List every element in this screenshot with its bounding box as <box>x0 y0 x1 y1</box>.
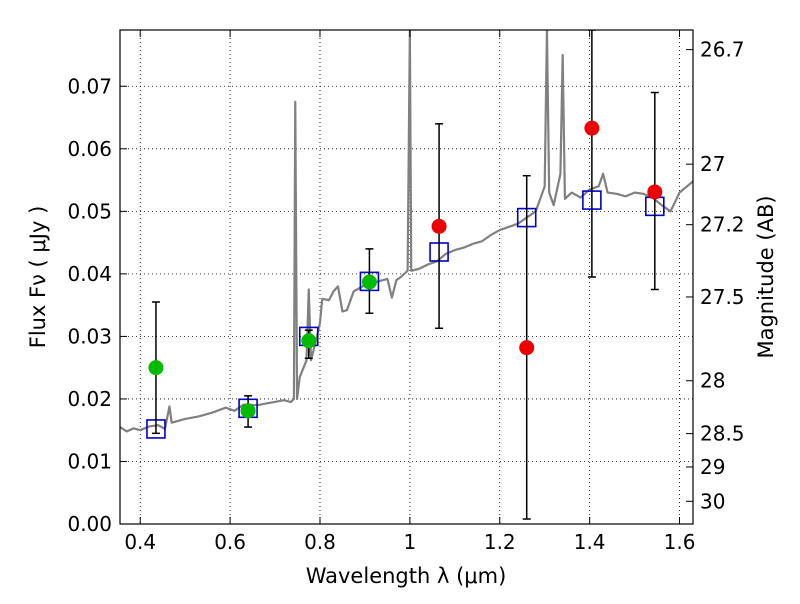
axis-ticks: 0.4 0.6 0.8 1 1.2 1.4 1.6 0.00 0.01 0.02 0.03 0.04 0… <box>67 30 745 554</box>
x-tick-label: 0.6 <box>214 530 246 554</box>
x-tick-label: 0.8 <box>304 530 336 554</box>
x-tick-label: 1.2 <box>484 530 516 554</box>
y2-tick-label: 29 <box>700 455 725 479</box>
x-tick-label: 1 <box>404 530 417 554</box>
plot-area <box>120 30 693 520</box>
y-tick-label: 0.02 <box>67 387 112 411</box>
y2-tick-label: 27.2 <box>700 213 745 237</box>
y-tick-label: 0.03 <box>67 324 112 348</box>
detection-point <box>148 360 164 376</box>
y2-tick-label: 27.5 <box>700 285 745 309</box>
data-layer <box>120 30 693 520</box>
upper-band-point <box>519 340 535 356</box>
y2-tick-label: 26.7 <box>700 38 745 62</box>
x-axis-label: Wavelength λ (μm) <box>306 564 507 588</box>
x-tick-label: 0.4 <box>124 530 156 554</box>
y2-tick-label: 30 <box>700 489 725 513</box>
y2-tick-label: 28 <box>700 369 725 393</box>
y-tick-label: 0.06 <box>67 137 112 161</box>
y-tick-label: 0.07 <box>67 74 112 98</box>
detection-point <box>361 274 377 290</box>
y-axis-label: Flux Fν ( μJy ) <box>26 206 50 349</box>
y2-tick-label: 28.5 <box>700 422 745 446</box>
spectrum-line <box>120 30 693 433</box>
detection-point <box>240 403 256 419</box>
y-tick-label: 0.01 <box>67 449 112 473</box>
plot-frame <box>119 29 694 525</box>
upper-band-point <box>584 120 600 136</box>
upper-band-point <box>431 218 447 234</box>
detection-point <box>301 333 317 349</box>
y2-tick-label: 27 <box>700 152 725 176</box>
y-tick-label: 0.00 <box>67 512 112 536</box>
y-tick-label: 0.04 <box>67 262 112 286</box>
x-tick-label: 1.6 <box>664 530 696 554</box>
y2-axis-label: Magnitude (AB) <box>754 195 778 358</box>
x-tick-label: 1.4 <box>574 530 606 554</box>
y-tick-label: 0.05 <box>67 199 112 223</box>
upper-band-point <box>647 184 663 200</box>
